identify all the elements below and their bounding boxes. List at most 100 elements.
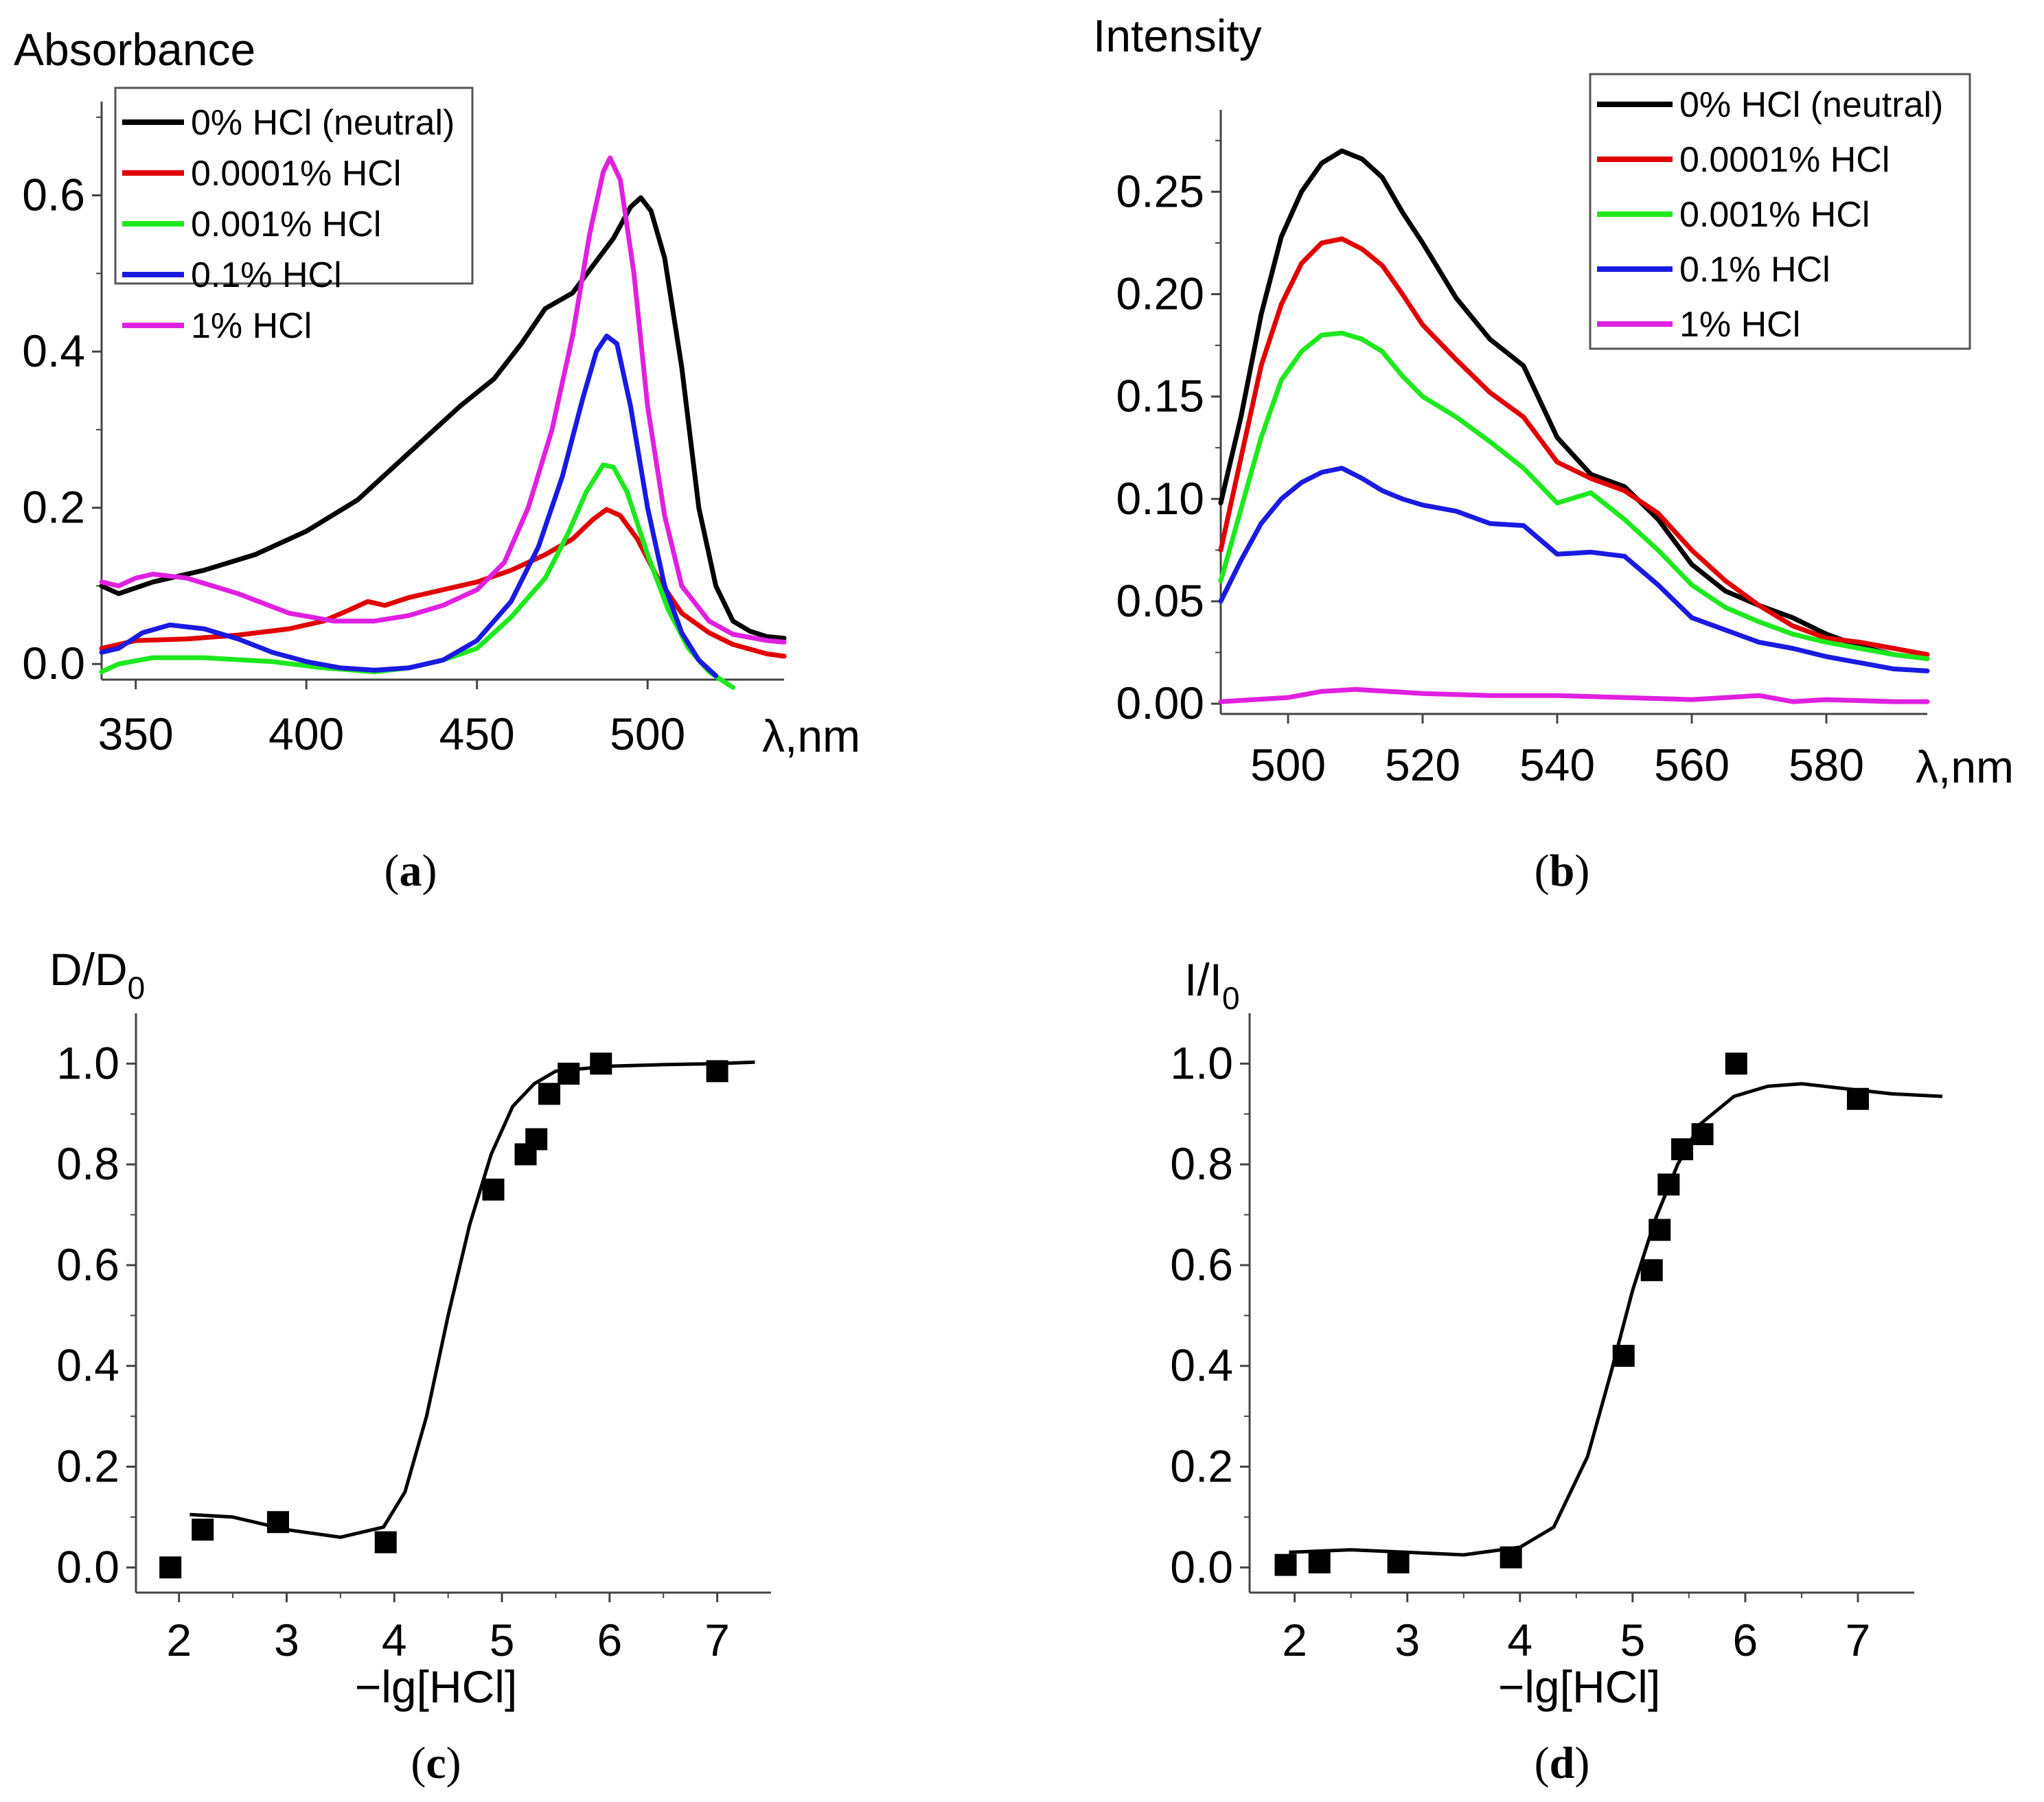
- panel-a-ytick-label: 0.6: [22, 170, 85, 220]
- panel-c-fit-curve: [190, 1060, 755, 1539]
- panel-c-xtick-label: 3: [274, 1615, 299, 1665]
- panel-b-xtick-label: 560: [1654, 739, 1730, 790]
- panel-d-data-point: [1387, 1551, 1410, 1573]
- panel-b-ytick-label: 0.00: [1116, 678, 1204, 728]
- panel-d-data-point: [1846, 1087, 1869, 1110]
- panel-d-data-point: [1725, 1052, 1747, 1075]
- panel-b-xtick-label: 580: [1789, 739, 1864, 790]
- panel-b-legend-label-0: 0% HCl (neutral): [1679, 85, 1943, 125]
- panel-d-data-point: [1691, 1123, 1714, 1146]
- panel-b-xtick-label: 500: [1250, 739, 1326, 790]
- panel-c-data-point: [266, 1511, 289, 1534]
- panel-b-legend-label-3: 0.1% HCl: [1679, 250, 1830, 290]
- panel-d-data-point: [1657, 1173, 1680, 1196]
- panel-c-data-point: [192, 1518, 214, 1541]
- panel-a-caption: (a): [384, 846, 437, 896]
- panel-c-xlabel: −lg[HCl]: [355, 1661, 518, 1712]
- panel-c-data-point: [374, 1531, 397, 1553]
- panel-d-xtick-label: 7: [1846, 1615, 1871, 1665]
- panel-b-ytick-label: 0.05: [1116, 575, 1204, 626]
- panel-a-ytick-label: 0.2: [22, 482, 85, 533]
- panel-d-data-point: [1500, 1546, 1522, 1569]
- panel-a-legend-label-0: 0% HCl (neutral): [191, 103, 455, 143]
- panel-c-xtick-label: 5: [490, 1615, 515, 1665]
- panel-c-data-point: [590, 1052, 612, 1075]
- panel-b-ylabel: Intensity: [1093, 10, 1262, 61]
- panel-d-intensity-ratio-chart: I/I0 −lg[HCl] (d) 0.0 0.2 0.4 0.6 0.8 1.0 2 3 4 5…: [1170, 954, 1943, 1788]
- panel-d-data-point: [1649, 1218, 1671, 1241]
- panel-c-ylabel: D/D0: [49, 944, 145, 1006]
- panel-b-series-line-3: [1218, 465, 1930, 673]
- panel-c-data-point: [538, 1083, 561, 1105]
- panel-d-fit-curve: [1289, 1082, 1943, 1557]
- panel-b-ytick-label: 0.25: [1116, 165, 1204, 216]
- panel-c-data-point: [159, 1556, 182, 1579]
- panel-a-ytick-label: 0.4: [22, 325, 85, 376]
- panel-c-xtick-label: 6: [597, 1615, 622, 1665]
- panel-d-data-point: [1671, 1138, 1694, 1161]
- panel-b-xtick-label: 520: [1385, 739, 1460, 790]
- panel-c-data-point: [525, 1128, 548, 1151]
- panel-c-ylabel-subscript: 0: [128, 970, 146, 1006]
- panel-a-legend-label-1: 0.0001% HCl: [191, 154, 401, 194]
- panel-d-xlabel: −lg[HCl]: [1498, 1661, 1661, 1712]
- panel-b-ytick-label: 0.10: [1116, 473, 1204, 524]
- panel-a-ylabel: Absorbance: [14, 24, 255, 75]
- panel-c-caption: (c): [411, 1738, 461, 1788]
- panel-d-ylabel: I/I0: [1184, 954, 1240, 1016]
- panel-d-ytick-label: 1.0: [1170, 1037, 1233, 1088]
- panel-c-xtick-label: 4: [382, 1615, 407, 1665]
- panel-d-ytick-label: 0.0: [1170, 1541, 1233, 1592]
- panel-a-xtick-label: 500: [610, 708, 685, 759]
- panel-d-data-point: [1308, 1551, 1331, 1573]
- panel-d-ylabel-main: I/I: [1184, 954, 1222, 1005]
- panel-a-xtick-label: 350: [98, 708, 174, 759]
- panel-c-data-point: [706, 1060, 728, 1083]
- panel-a-series-line-3: [99, 333, 719, 678]
- panel-d-data-point: [1612, 1345, 1635, 1367]
- panel-b-caption: (b): [1535, 846, 1590, 896]
- panel-d-xtick-label: 5: [1620, 1615, 1645, 1665]
- panel-a-xtick-label: 450: [439, 708, 515, 759]
- panel-b-xlabel: λ,nm: [1916, 741, 2014, 792]
- panel-d-ytick-label: 0.8: [1170, 1138, 1233, 1189]
- panel-c-ytick-label: 0.4: [56, 1340, 119, 1391]
- panel-c-ytick-label: 1.0: [56, 1037, 119, 1088]
- panel-c-ytick-label: 0.2: [56, 1441, 119, 1492]
- panel-d-xtick-label: 2: [1282, 1615, 1307, 1665]
- panel-b-xtick-label: 540: [1519, 739, 1595, 790]
- panel-b-series-line-4: [1218, 686, 1930, 704]
- panel-d-ytick-label: 0.2: [1170, 1441, 1233, 1492]
- panel-a-series-line-1: [99, 507, 787, 659]
- panel-d-ylabel-subscript: 0: [1222, 980, 1240, 1016]
- panel-a-ytick-label: 0.0: [22, 638, 85, 689]
- panel-c-xtick-label: 2: [166, 1615, 192, 1665]
- panel-d-data-point: [1640, 1259, 1663, 1282]
- panel-a-legend-label-2: 0.001% HCl: [191, 205, 381, 244]
- panel-a-absorbance-chart: Absorbance λ,nm (a) 0.0 0.2 0.4 0.6 350 400 45…: [14, 24, 860, 896]
- panel-d-ytick-label: 0.4: [1170, 1340, 1233, 1391]
- panel-c-data-point: [482, 1178, 505, 1201]
- panel-c-absorbance-ratio-chart: D/D0 −lg[HCl] (c) 0.0 0.2 0.4 0.6 0.8 1.0 2 3 4 5…: [49, 944, 771, 1788]
- panel-b-ytick-label: 0.20: [1116, 268, 1204, 319]
- panel-d-xtick-label: 3: [1394, 1615, 1420, 1665]
- panel-d-data-point: [1274, 1553, 1297, 1576]
- panel-a-xlabel: λ,nm: [762, 711, 860, 761]
- panel-a-series-line-4: [99, 155, 787, 645]
- panel-a-xtick-label: 400: [268, 708, 344, 759]
- panel-b-legend-label-4: 1% HCl: [1679, 305, 1800, 345]
- panel-c-data-point: [558, 1063, 580, 1085]
- panel-b-series-line-0: [1218, 148, 1930, 661]
- panel-c-ytick-label: 0.0: [56, 1541, 119, 1592]
- panel-d-ytick-label: 0.6: [1170, 1239, 1233, 1290]
- panel-c-ytick-label: 0.8: [56, 1138, 119, 1189]
- panel-b-intensity-chart: Intensity λ,nm (b) 0.00 0.05 0.10 0.15 0.20 0…: [1093, 10, 2014, 896]
- panel-c-xtick-label: 7: [704, 1615, 730, 1665]
- panel-b-series-line-2: [1218, 330, 1930, 661]
- panel-a-series-line-2: [99, 462, 735, 690]
- panel-b-legend-label-2: 0.001% HCl: [1679, 195, 1870, 235]
- panel-b-legend-label-1: 0.0001% HCl: [1679, 140, 1890, 180]
- panel-d-xtick-label: 4: [1507, 1615, 1532, 1665]
- panel-c-ylabel-main: D/D: [49, 944, 128, 995]
